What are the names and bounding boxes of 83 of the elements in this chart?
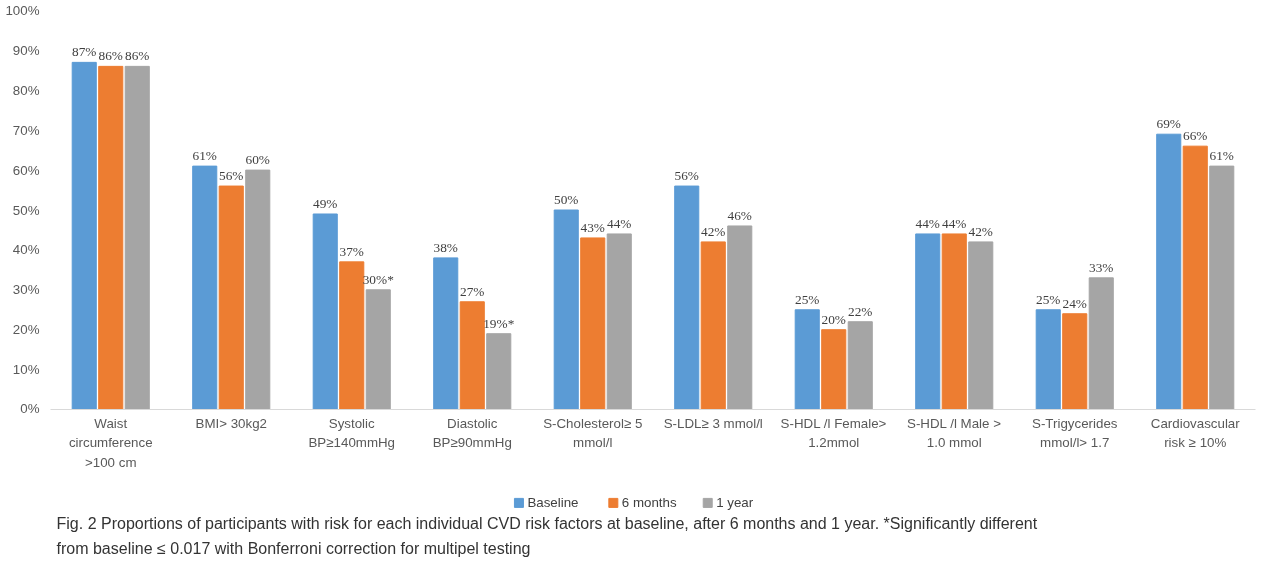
bar	[1209, 165, 1235, 410]
bar	[339, 261, 365, 410]
bar	[847, 321, 873, 410]
x-tick-label: Systolic BP≥140mmHg	[308, 415, 396, 450]
x-tick-label: S-Cholesterol≥ 5 mmol/l	[543, 415, 643, 450]
y-tick-label: 30%	[12, 282, 40, 298]
bar	[1182, 145, 1208, 410]
data-label: 43%	[580, 219, 605, 235]
data-label: 86%	[98, 48, 123, 64]
data-label: 66%	[1183, 128, 1208, 144]
y-tick-label: 40%	[12, 242, 40, 258]
y-tick-label: 0%	[20, 400, 40, 416]
data-label: 25%	[1036, 291, 1061, 307]
data-label: 56%	[219, 168, 244, 184]
x-tick-label: BMI> 30kg2	[195, 415, 267, 431]
x-tick-label: S-HDL /l Male > 1.0 mmol	[907, 415, 1002, 450]
bar	[674, 185, 700, 410]
bar	[192, 165, 218, 410]
data-label: 27%	[460, 283, 485, 299]
bar	[433, 257, 459, 410]
y-tick-label: 60%	[12, 162, 40, 178]
data-label: 37%	[339, 243, 364, 259]
bar	[700, 241, 726, 410]
bar	[218, 185, 244, 410]
data-label: 61%	[1209, 148, 1234, 164]
data-label: 44%	[942, 215, 967, 231]
bar	[71, 61, 97, 410]
data-label: 42%	[701, 223, 726, 239]
bar	[98, 65, 124, 410]
y-tick-label: 20%	[12, 322, 40, 338]
data-label: 69%	[1156, 116, 1181, 132]
bar	[245, 169, 271, 410]
bar	[365, 289, 391, 410]
data-label: 50%	[554, 192, 579, 207]
bar	[606, 233, 632, 410]
data-label: 86%	[125, 48, 150, 64]
bar	[124, 65, 150, 410]
data-label: 24%	[1062, 295, 1087, 311]
bar	[1156, 133, 1182, 410]
x-tick-label: S-LDL≥ 3 mmol/l	[663, 415, 763, 431]
y-tick-label: 80%	[12, 82, 40, 98]
bar	[727, 225, 753, 410]
data-label: 56%	[674, 168, 699, 184]
bar	[1062, 313, 1088, 410]
data-label: 87%	[72, 44, 97, 60]
data-label: 60%	[245, 152, 270, 168]
bar	[459, 301, 485, 410]
x-tick-label: S-HDL /l Female> 1.2mmol	[780, 415, 887, 450]
data-label: 25%	[795, 291, 820, 307]
y-tick-label: 100%	[5, 3, 40, 18]
bar	[915, 233, 941, 410]
bar	[968, 241, 994, 410]
y-tick-label: 90%	[12, 42, 40, 58]
bar	[821, 329, 847, 410]
data-label: 44%	[915, 215, 940, 231]
bar	[1088, 277, 1114, 410]
data-label: 22%	[848, 303, 873, 319]
bar	[941, 233, 967, 410]
data-label: 49%	[313, 195, 338, 211]
x-tick-label: Cardiovascular risk ≥ 10%	[1150, 415, 1241, 450]
caption: Fig. 2 Proportions of participants with risk for each individual CVD risk factors at baseline, after 6 months and 1 year. *Significantly different from baseline ≤ 0.017 with Bonferroni correction for multipel testing	[56, 514, 1038, 557]
data-label: 20%	[821, 311, 846, 327]
x-tick-label: Waist circumference >100 cm	[68, 415, 153, 470]
bar	[580, 237, 606, 410]
y-tick-label: 10%	[12, 362, 40, 378]
bar	[553, 209, 579, 410]
legend-label: 1 year	[716, 495, 754, 511]
data-label: 44%	[607, 215, 632, 231]
bar	[794, 309, 820, 410]
data-label: 61%	[192, 148, 217, 164]
data-label: 42%	[968, 223, 993, 239]
y-tick-label: 70%	[12, 122, 40, 138]
data-label: 33%	[1089, 259, 1114, 275]
data-label: 46%	[727, 207, 752, 223]
bar	[312, 213, 338, 410]
legend-label: 6 months	[621, 495, 677, 511]
bar	[486, 333, 512, 410]
data-label: 38%	[433, 239, 458, 255]
y-tick-label: 50%	[12, 202, 40, 218]
bar	[1035, 309, 1061, 410]
legend-label: Baseline	[527, 495, 579, 511]
x-tick-label: S-Trigycerides mmol/l> 1.7	[1032, 415, 1118, 450]
x-tick-label: Diastolic BP≥90mmHg	[432, 415, 512, 450]
